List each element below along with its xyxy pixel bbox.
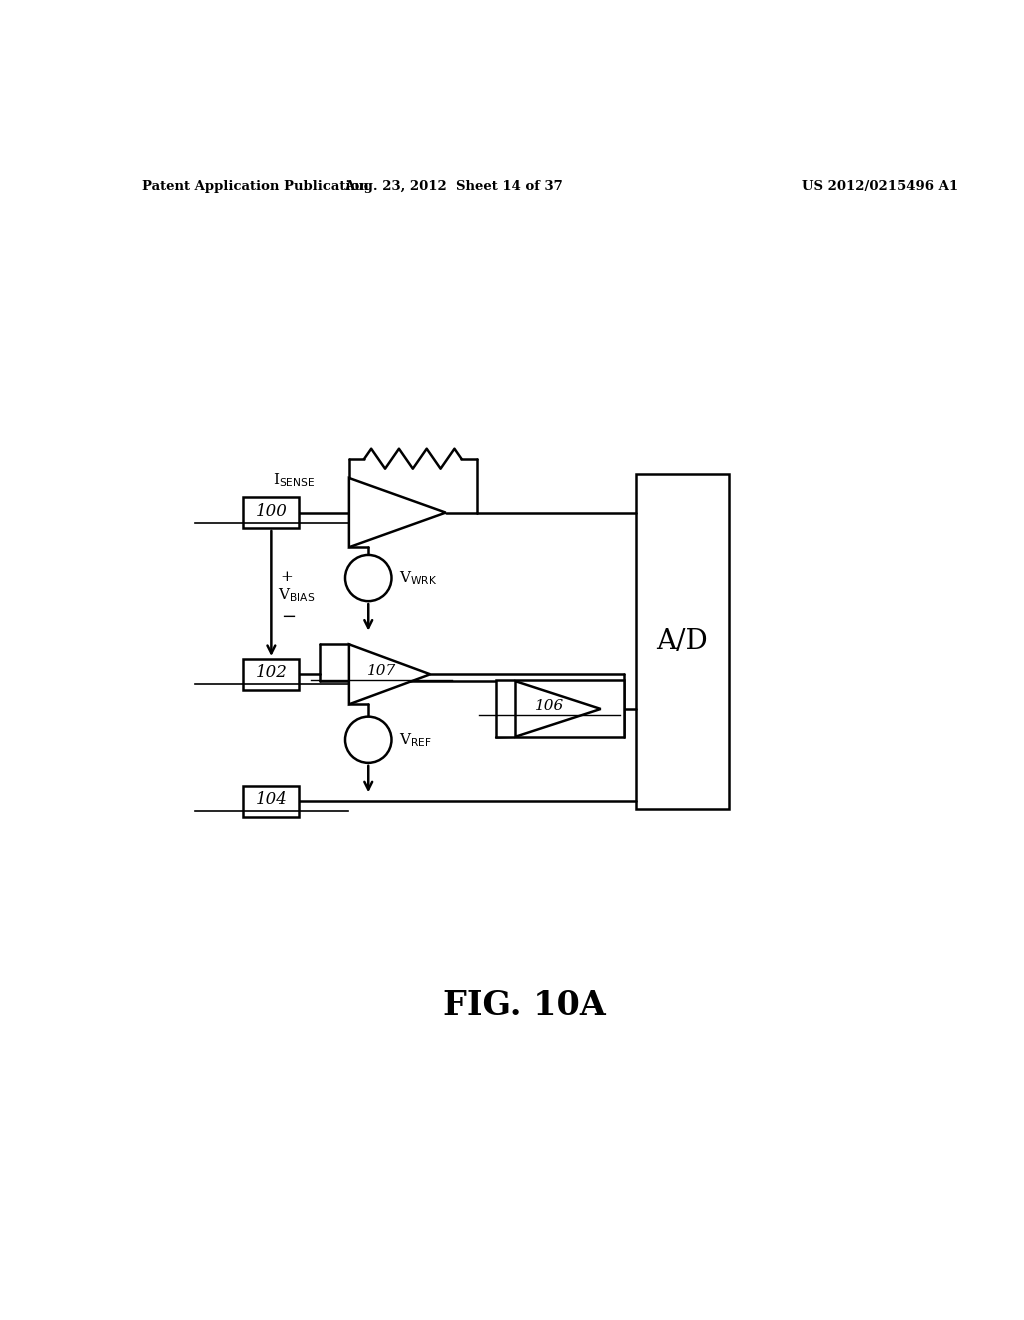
- Text: Aug. 23, 2012  Sheet 14 of 37: Aug. 23, 2012 Sheet 14 of 37: [344, 180, 563, 193]
- Text: 106: 106: [535, 698, 564, 713]
- Text: 104: 104: [255, 791, 288, 808]
- Text: Patent Application Publication: Patent Application Publication: [142, 180, 369, 193]
- Polygon shape: [515, 681, 601, 737]
- Text: I$_{\mathsf{SENSE}}$: I$_{\mathsf{SENSE}}$: [273, 471, 315, 490]
- Bar: [636, 474, 729, 809]
- Text: US 2012/0215496 A1: US 2012/0215496 A1: [802, 180, 958, 193]
- Text: V$_{\mathsf{REF}}$: V$_{\mathsf{REF}}$: [399, 731, 432, 748]
- Text: 102: 102: [255, 664, 288, 681]
- Text: −: −: [281, 607, 296, 626]
- Text: V$_{\mathsf{BIAS}}$: V$_{\mathsf{BIAS}}$: [279, 586, 315, 603]
- Polygon shape: [349, 644, 430, 705]
- Text: 107: 107: [367, 664, 396, 678]
- Bar: [496, 681, 624, 738]
- Text: V$_{\mathsf{WRK}}$: V$_{\mathsf{WRK}}$: [399, 569, 437, 587]
- Text: 100: 100: [255, 503, 288, 520]
- Circle shape: [345, 554, 391, 601]
- Circle shape: [345, 717, 391, 763]
- Text: FIG. 10A: FIG. 10A: [443, 989, 606, 1022]
- Bar: [244, 498, 299, 528]
- Polygon shape: [349, 478, 445, 548]
- Text: +: +: [281, 569, 294, 583]
- Text: A/D: A/D: [656, 628, 708, 655]
- Bar: [244, 659, 299, 689]
- Bar: [244, 785, 299, 817]
